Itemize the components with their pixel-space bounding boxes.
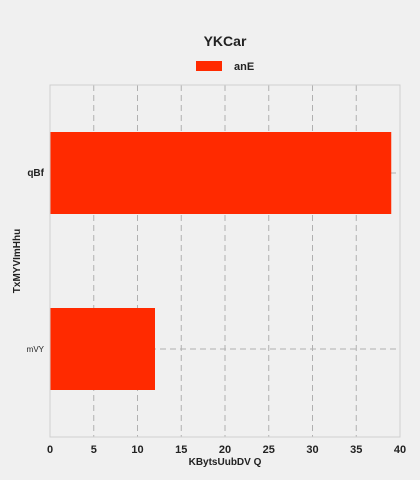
x-tick-label-15: 15 bbox=[175, 444, 187, 456]
x-tick-label-40: 40 bbox=[394, 444, 406, 456]
bars bbox=[50, 132, 392, 390]
y-category-label-qBf: qBf bbox=[27, 168, 44, 179]
legend-swatch-anE bbox=[196, 61, 222, 71]
x-tick-label-0: 0 bbox=[47, 444, 53, 456]
x-tick-label-20: 20 bbox=[219, 444, 231, 456]
plot-frame bbox=[49, 84, 401, 438]
x-tick-label-30: 30 bbox=[306, 444, 318, 456]
x-tick-labels: 0 5 10 15 20 25 30 35 40 bbox=[47, 444, 406, 456]
y-category-label-mVY: mVY bbox=[27, 345, 45, 354]
legend: anE bbox=[196, 61, 254, 73]
x-tick-label-35: 35 bbox=[350, 444, 362, 456]
bar-mVY bbox=[50, 308, 155, 390]
legend-label-anE: anE bbox=[234, 61, 254, 73]
x-tick-label-10: 10 bbox=[131, 444, 143, 456]
y-category-labels: mVY qBf bbox=[27, 168, 45, 354]
x-axis-label: KBytsUubDV Q bbox=[189, 457, 262, 468]
chart-title: YKCar bbox=[204, 33, 247, 49]
x-tick-label-25: 25 bbox=[263, 444, 275, 456]
y-axis-label: TxMYVImHhu bbox=[12, 229, 23, 293]
bar-qBf bbox=[50, 132, 392, 214]
x-tick-label-5: 5 bbox=[91, 444, 97, 456]
